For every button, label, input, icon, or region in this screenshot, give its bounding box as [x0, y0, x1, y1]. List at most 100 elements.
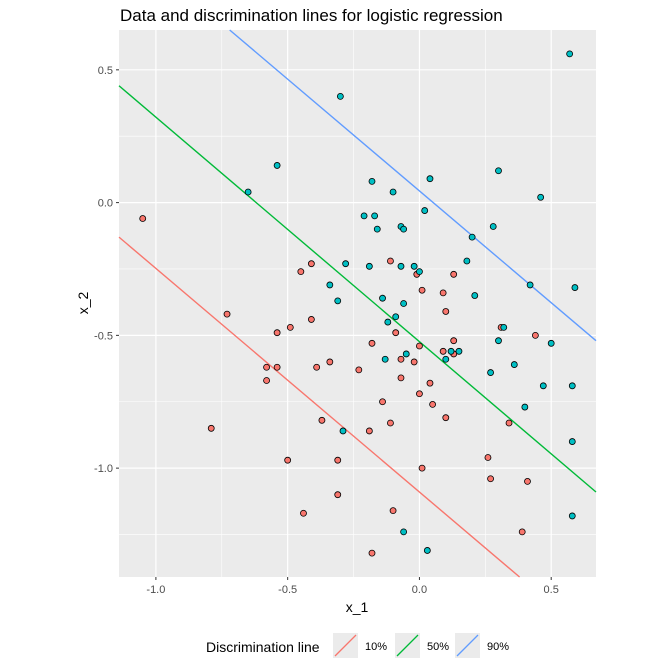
data-point — [463, 257, 471, 265]
data-point — [568, 382, 576, 390]
data-point — [397, 374, 405, 382]
data-point — [505, 419, 513, 427]
data-point — [418, 286, 426, 294]
x-tick-label: 0.5 — [544, 584, 559, 596]
data-point — [568, 438, 576, 445]
legend: Discrimination line 10% 50% 90% — [206, 633, 509, 658]
data-point — [450, 337, 458, 345]
data-point — [334, 456, 342, 464]
data-point — [373, 225, 381, 233]
data-point — [339, 427, 347, 435]
data-point — [387, 419, 394, 427]
data-point — [410, 358, 418, 366]
data-point — [421, 207, 429, 214]
data-point — [439, 289, 447, 297]
legend-key-line — [334, 634, 357, 657]
data-point — [326, 358, 334, 366]
data-point — [566, 50, 574, 58]
data-point — [300, 509, 307, 517]
discrimination-line-90pct — [229, 29, 597, 342]
data-point — [442, 414, 450, 422]
x-tick-label: 0.0 — [412, 584, 427, 596]
data-point — [500, 323, 508, 331]
data-point — [379, 398, 386, 406]
data-point — [518, 528, 526, 536]
data-point — [410, 262, 418, 270]
data-point — [521, 403, 529, 411]
data-point — [326, 281, 334, 289]
data-point — [471, 292, 479, 299]
data-point — [313, 363, 321, 371]
data-point — [387, 257, 394, 265]
data-point — [368, 177, 376, 185]
data-point — [547, 339, 555, 347]
data-point — [139, 215, 147, 222]
data-point — [223, 310, 231, 318]
data-point — [207, 424, 215, 432]
data-point — [484, 454, 492, 461]
data-point — [416, 342, 423, 350]
data-point — [426, 379, 434, 387]
data-point — [355, 366, 363, 374]
data-point — [400, 225, 408, 233]
data-point — [416, 268, 423, 276]
legend-label: 10% — [365, 641, 387, 653]
chart-title: Data and discrimination lines for logist… — [120, 6, 503, 25]
data-point — [400, 528, 408, 536]
data-point — [392, 313, 400, 321]
data-point — [342, 260, 350, 268]
x-axis-title: x_1 — [346, 599, 369, 615]
data-point — [526, 281, 534, 289]
data-point — [273, 329, 281, 337]
data-point — [524, 478, 531, 485]
data-point — [389, 188, 397, 196]
plot-panel — [119, 30, 596, 577]
y-axis-title: x_2 — [75, 292, 91, 315]
data-point — [571, 284, 579, 291]
data-point — [489, 223, 497, 230]
x-tick-label: -1.0 — [146, 584, 165, 596]
x-tick-label: -0.5 — [278, 584, 297, 596]
data-point — [381, 355, 389, 363]
legend-key-line — [456, 634, 479, 657]
discrimination-lines — [118, 29, 597, 578]
data-point — [365, 262, 373, 270]
data-point — [397, 262, 405, 270]
data-point — [307, 316, 315, 323]
grid-major — [119, 30, 596, 577]
data-point — [426, 175, 434, 183]
data-point — [384, 318, 392, 326]
data-point — [429, 401, 437, 408]
data-point — [365, 427, 373, 435]
data-point — [539, 382, 547, 390]
data-point — [423, 547, 431, 554]
discrimination-line-10pct — [118, 236, 521, 578]
data-point — [487, 475, 494, 483]
data-points — [139, 50, 579, 557]
y-tick-label: -0.5 — [94, 330, 113, 342]
data-point — [307, 260, 315, 268]
grid-minor — [119, 30, 596, 577]
data-point — [273, 363, 281, 371]
data-point — [273, 162, 281, 169]
data-point — [334, 297, 342, 305]
data-point — [297, 268, 305, 276]
data-point — [450, 270, 458, 278]
data-point — [439, 347, 447, 355]
data-point — [455, 347, 463, 355]
y-tick-label: 0.0 — [98, 198, 113, 210]
data-point — [368, 549, 376, 557]
data-point — [510, 361, 518, 368]
data-point — [442, 355, 450, 363]
data-point — [284, 456, 292, 464]
legend-label: 50% — [427, 641, 449, 653]
data-point — [286, 323, 294, 331]
data-point — [263, 363, 270, 371]
data-point — [244, 188, 252, 196]
data-point — [392, 329, 400, 337]
data-point — [334, 491, 342, 499]
data-point — [379, 294, 386, 302]
legend-title: Discrimination line — [206, 639, 320, 655]
data-point — [495, 167, 502, 175]
